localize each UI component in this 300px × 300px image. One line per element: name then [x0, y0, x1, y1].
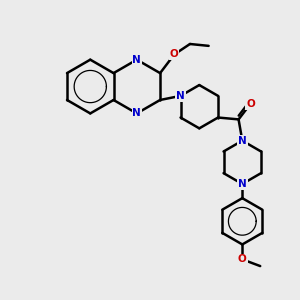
Text: O: O	[246, 99, 255, 109]
Text: N: N	[238, 136, 247, 146]
Text: O: O	[170, 50, 179, 59]
Text: O: O	[238, 254, 247, 264]
Text: N: N	[133, 55, 141, 65]
Text: N: N	[238, 179, 247, 189]
Text: N: N	[176, 91, 185, 101]
Text: N: N	[133, 108, 141, 118]
